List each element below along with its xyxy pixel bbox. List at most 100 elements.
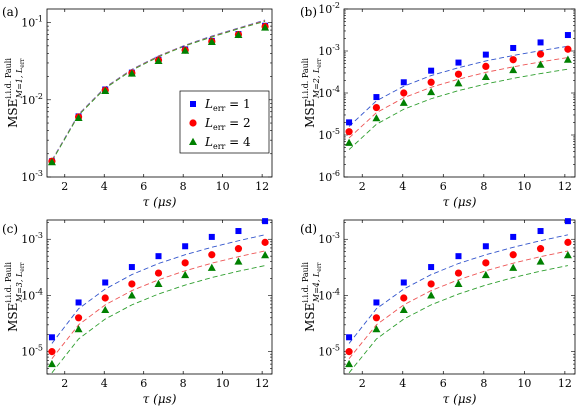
data-point-l4 bbox=[345, 359, 354, 368]
x-tick-label: 6 bbox=[440, 180, 447, 193]
data-point-l1 bbox=[155, 253, 162, 260]
y-tick-label: 10-5 bbox=[318, 344, 340, 359]
data-point-l1 bbox=[373, 94, 380, 101]
data-point-l2 bbox=[208, 251, 216, 259]
fit-line-l4 bbox=[348, 265, 569, 374]
fit-line-l1 bbox=[348, 45, 568, 127]
data-point-l2 bbox=[181, 259, 189, 267]
data-point-l1 bbox=[564, 218, 571, 225]
data-point-l2 bbox=[74, 314, 83, 322]
fit-line-l2 bbox=[348, 57, 568, 139]
x-tick-label: 2 bbox=[359, 377, 366, 390]
x-tick-label: 10 bbox=[517, 377, 531, 390]
data-point-l4 bbox=[181, 270, 190, 279]
data-point-l4 bbox=[563, 55, 572, 63]
data-point-l1 bbox=[182, 243, 189, 250]
legend-marker-triangle bbox=[189, 137, 197, 145]
data-point-l4 bbox=[234, 30, 243, 39]
panel-b: 2 4 6 8 10 12 10-6 10-5 10-4 10-3 10-2(b) τ (μs) MSE… bbox=[300, 1, 576, 209]
x-tick-label: 6 bbox=[140, 377, 147, 390]
legend: Lerr = 1 Lerr = 2 Lerr = 4 bbox=[179, 90, 270, 154]
data-point-l4 bbox=[563, 251, 572, 259]
data-point-l4 bbox=[372, 114, 381, 122]
data-point-l1 bbox=[48, 334, 55, 341]
y-tick-label: 10-1 bbox=[21, 15, 43, 30]
x-tick-label: 8 bbox=[180, 180, 187, 193]
data-point-l4 bbox=[181, 46, 190, 54]
data-point-l1 bbox=[510, 233, 517, 240]
panel-c: 2 4 6 8 10 12 10-5 10-4 10-3(c) τ (μs) MSEi.i.d. P… bbox=[2, 218, 273, 406]
x-tick-label: 2 bbox=[61, 180, 68, 193]
fit-line-l4 bbox=[51, 265, 266, 374]
data-point-l4 bbox=[234, 257, 243, 265]
data-point-l1 bbox=[400, 79, 407, 86]
panel-label: (b) bbox=[300, 5, 317, 19]
x-tick-label: 8 bbox=[480, 180, 487, 193]
x-tick-label: 12 bbox=[255, 180, 269, 193]
data-point-l4 bbox=[261, 251, 270, 259]
y-tick-label: 10-4 bbox=[318, 85, 340, 100]
data-point-l4 bbox=[127, 291, 136, 299]
data-point-l1 bbox=[455, 59, 462, 66]
data-point-l1 bbox=[75, 299, 82, 306]
x-tick-label: 4 bbox=[101, 377, 108, 390]
y-tick-label: 10-3 bbox=[21, 231, 43, 246]
data-point-l1 bbox=[373, 299, 380, 306]
data-point-l1 bbox=[102, 279, 109, 286]
data-point-l1 bbox=[482, 243, 489, 250]
data-point-l2 bbox=[372, 103, 381, 112]
y-tick-label: 10-3 bbox=[318, 43, 340, 58]
data-point-l4 bbox=[454, 79, 463, 87]
data-point-l4 bbox=[372, 325, 381, 333]
x-tick-label: 12 bbox=[558, 377, 572, 390]
data-point-l1 bbox=[346, 334, 353, 341]
data-point-l4 bbox=[481, 72, 490, 81]
legend-label: Lerr = 2 bbox=[204, 116, 251, 132]
x-tick-label: 6 bbox=[140, 180, 147, 193]
data-point-l1 bbox=[537, 39, 544, 46]
panel-a: 2 4 6 8 10 12 10-3 10-2 10-1(a) τ (μs) MSEi.i.d. P… bbox=[2, 5, 273, 209]
plot-frame bbox=[343, 8, 576, 178]
legend-marker-square bbox=[190, 101, 196, 107]
data-point-l2 bbox=[536, 245, 545, 253]
data-point-l1 bbox=[235, 228, 242, 235]
fit-line-l4 bbox=[348, 68, 568, 150]
data-point-l4 bbox=[427, 291, 436, 299]
data-point-l4 bbox=[127, 69, 136, 77]
data-point-l2 bbox=[345, 348, 353, 356]
y-axis-label: MSEi.i.d. Pauli M=3, Lerr bbox=[4, 262, 26, 332]
fit-line-l1 bbox=[51, 234, 266, 344]
data-point-l2 bbox=[454, 269, 463, 277]
data-point-l1 bbox=[208, 233, 215, 240]
data-point-l4 bbox=[509, 263, 518, 271]
data-point-l1 bbox=[482, 51, 489, 58]
data-point-l4 bbox=[154, 279, 163, 287]
data-point-l2 bbox=[482, 259, 490, 267]
data-point-l4 bbox=[47, 359, 56, 368]
y-tick-label: 10-3 bbox=[21, 169, 43, 184]
y-axis-label: MSEi.i.d. Pauli M=4, Lerr bbox=[301, 262, 323, 332]
data-point-l4 bbox=[261, 23, 270, 31]
x-tick-label: 4 bbox=[399, 377, 406, 390]
fit-line-l2 bbox=[348, 250, 569, 359]
data-point-l4 bbox=[101, 305, 110, 314]
data-point-l4 bbox=[454, 279, 463, 287]
data-point-l4 bbox=[481, 270, 490, 279]
data-point-l1 bbox=[346, 119, 353, 126]
x-axis-label: τ (μs) bbox=[443, 392, 477, 406]
data-point-l4 bbox=[74, 325, 83, 333]
x-tick-label: 8 bbox=[480, 377, 487, 390]
data-point-l2 bbox=[509, 56, 517, 64]
panel-label: (d) bbox=[300, 222, 317, 236]
data-point-l1 bbox=[455, 253, 462, 260]
data-point-l2 bbox=[128, 280, 136, 288]
data-point-l4 bbox=[74, 113, 83, 122]
data-point-l1 bbox=[428, 264, 435, 271]
data-point-l2 bbox=[372, 314, 381, 322]
data-point-l4 bbox=[427, 87, 436, 96]
plot-frame bbox=[343, 219, 576, 375]
data-point-l2 bbox=[101, 294, 109, 302]
data-point-l1 bbox=[564, 32, 571, 39]
data-point-l4 bbox=[536, 257, 545, 265]
